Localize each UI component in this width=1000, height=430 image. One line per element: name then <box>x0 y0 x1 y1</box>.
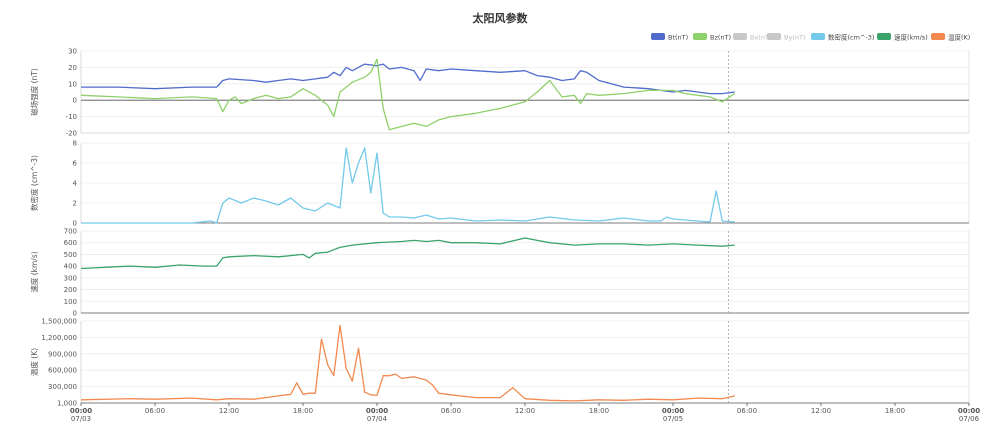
y-tick-label: 10 <box>68 80 77 88</box>
legend-label: 温度(K) <box>948 33 970 42</box>
x-tick-date: 07/04 <box>367 415 388 423</box>
y-tick-label: 0 <box>73 220 77 228</box>
y-tick-label: 400 <box>64 263 77 271</box>
y-tick-label: 1,200,000 <box>41 334 77 342</box>
x-tick-date: 07/05 <box>663 415 683 423</box>
legend-label: 速度(km/s) <box>894 33 928 42</box>
y-tick-label: 8 <box>73 140 77 148</box>
y-axis-label: 温度 (K) <box>29 348 39 376</box>
x-tick-time: 06:00 <box>737 407 757 415</box>
y-tick-label: 30 <box>68 48 77 56</box>
series-line <box>80 324 735 402</box>
legend-item-2[interactable]: Bx(nT) <box>733 33 771 42</box>
legend-swatch <box>877 33 891 40</box>
y-tick-label: 500 <box>64 251 77 259</box>
y-tick-label: -20 <box>66 130 77 138</box>
panel-3: 1,000 300,000 600,000 900,000 1,200,000 1,500… <box>29 318 970 408</box>
legend-swatch <box>733 33 747 40</box>
legend-label: Bx(nT) <box>750 34 771 42</box>
legend-item-5[interactable]: 速度(km/s) <box>877 33 928 42</box>
y-tick-label: 4 <box>73 180 78 188</box>
y-tick-label: 200 <box>64 286 77 294</box>
legend-swatch <box>693 33 707 40</box>
x-tick-time: 18:00 <box>885 407 905 415</box>
x-tick-time: 00:00 <box>958 407 980 415</box>
legend-label: 数密度(cm^-3) <box>828 33 874 42</box>
x-tick-date: 07/06 <box>959 415 980 423</box>
series-line <box>80 58 736 131</box>
legend-label: Bz(nT) <box>710 34 731 42</box>
x-tick-time: 06:00 <box>441 407 461 415</box>
y-tick-label: 700 <box>64 228 77 236</box>
legend-item-6[interactable]: 温度(K) <box>931 33 970 42</box>
x-tick-time: 06:00 <box>145 407 165 415</box>
x-tick-date: 07/03 <box>71 415 91 423</box>
y-tick-label: 600 <box>64 239 77 247</box>
x-tick-time: 00:00 <box>366 407 388 415</box>
y-axis-label: 磁场强度 (nT) <box>29 68 39 116</box>
y-tick-label: 900,000 <box>48 350 77 358</box>
legend-swatch <box>767 33 781 40</box>
panel-1: 0 2 4 6 8 数密度 (cm^-3) <box>29 140 970 228</box>
legend-swatch <box>931 33 945 40</box>
x-tick-time: 12:00 <box>515 407 535 415</box>
series-line <box>80 237 735 270</box>
x-tick-time: 18:00 <box>589 407 609 415</box>
panel-0: -20 -10 0 10 20 30 磁场强度 (nT) <box>29 48 970 138</box>
y-tick-label: 20 <box>68 64 77 72</box>
y-tick-label: 2 <box>73 200 77 208</box>
chart-title: 太阳风参数 <box>472 11 529 25</box>
series-line <box>81 147 735 224</box>
legend-label: By(nT) <box>784 34 805 42</box>
panel-2: 0 100 200 300 400 500 600 700 速度 (km/s) <box>29 228 970 318</box>
y-tick-label: 0 <box>73 97 77 105</box>
x-tick-time: 00:00 <box>662 407 684 415</box>
legend-swatch <box>811 33 825 40</box>
y-tick-label: 0 <box>73 310 77 318</box>
x-tick-time: 00:00 <box>70 407 92 415</box>
x-tick-time: 12:00 <box>811 407 831 415</box>
legend-item-3[interactable]: By(nT) <box>767 33 805 42</box>
y-tick-label: 1,000 <box>57 400 77 408</box>
legend-item-0[interactable]: Bt(nT) <box>651 33 688 42</box>
y-tick-label: 300 <box>64 274 77 282</box>
y-tick-label: 1,500,000 <box>41 318 77 326</box>
series-line <box>81 63 735 95</box>
y-axis-label: 数密度 (cm^-3) <box>29 155 39 211</box>
x-tick-time: 12:00 <box>219 407 239 415</box>
legend-label: Bt(nT) <box>668 34 688 42</box>
x-tick-time: 18:00 <box>293 407 313 415</box>
y-tick-label: 100 <box>64 298 77 306</box>
y-tick-label: 300,000 <box>48 383 77 391</box>
legend-item-1[interactable]: Bz(nT) <box>693 33 731 42</box>
y-tick-label: 6 <box>73 160 78 168</box>
legend[interactable]: Bt(nT) Bz(nT) Bx(nT) By(nT) 数密度(cm^-3) 速度(km/… <box>651 33 970 42</box>
y-tick-label: 600,000 <box>48 367 77 375</box>
y-tick-label: -10 <box>66 113 77 121</box>
y-axis-label: 速度 (km/s) <box>29 251 39 292</box>
legend-item-4[interactable]: 数密度(cm^-3) <box>811 33 874 42</box>
legend-swatch <box>651 33 665 40</box>
